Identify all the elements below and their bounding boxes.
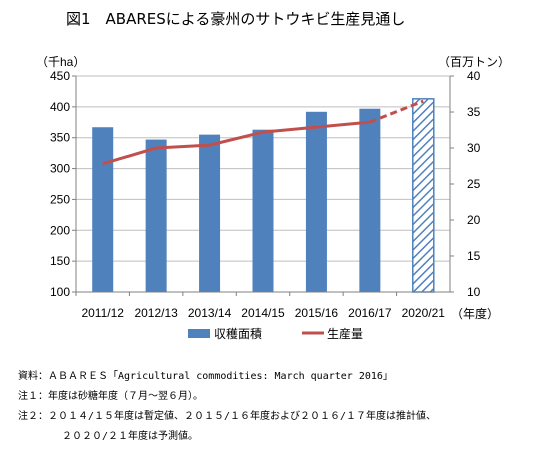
left-tick-label: 150 [50, 254, 70, 268]
source-note: 資料：ＡＢＡＲＥＳ「Agricultural commodities: Marc… [18, 371, 393, 382]
left-tick-label: 200 [50, 223, 70, 237]
x-tick-label: 2020/21 [402, 306, 446, 320]
right-tick-label: 10 [467, 285, 481, 299]
bar [92, 127, 114, 292]
right-axis-unit: （百万トン） [438, 55, 510, 69]
x-tick-label: 2014/15 [241, 306, 285, 320]
production-line [102, 99, 424, 166]
notes: 資料：ＡＢＡＲＥＳ「Agricultural commodities: Marc… [18, 367, 436, 447]
bar-forecast [412, 98, 435, 293]
legend-bar-swatch [188, 329, 210, 338]
left-tick-label: 400 [50, 100, 70, 114]
bar [252, 129, 274, 292]
right-tick-label: 15 [467, 249, 481, 263]
x-axis-suffix: （年度） [451, 306, 499, 321]
bar [145, 139, 167, 292]
chart-title: 図1 ABARESによる豪州のサトウキビ生産見通し [66, 10, 406, 28]
right-tick-label: 35 [467, 105, 481, 119]
production-line-solid [102, 120, 370, 166]
note-1: 注１：年度は砂糖年度（７月～翌６月）。 [18, 391, 203, 402]
x-tick-label: 2015/16 [295, 306, 339, 320]
note-2-line-2: ２０２０/２１年度は予測値。 [62, 431, 199, 442]
right-tick-label: 30 [467, 141, 481, 155]
axes: 100 150 200 250 300 350 400 450 10 15 20 25 30 35 40 20… [50, 69, 481, 320]
bar [199, 134, 221, 292]
x-tick-label: 2011/12 [81, 306, 124, 320]
left-tick-label: 450 [50, 69, 70, 83]
left-tick-label: 350 [50, 131, 70, 145]
left-axis-unit: （千ha） [36, 55, 85, 69]
right-tick-label: 20 [467, 213, 481, 227]
left-tick-label: 100 [50, 285, 70, 299]
bar [359, 108, 381, 292]
x-tick-label: 2016/17 [348, 306, 392, 320]
bars [92, 98, 435, 293]
production-line-forecast [369, 99, 424, 124]
x-tick-label: 2013/14 [188, 306, 232, 320]
left-tick-label: 250 [50, 192, 70, 206]
legend-line-label: 生産量 [327, 326, 363, 341]
legend-bar-label: 収穫面積 [214, 326, 262, 341]
right-tick-label: 25 [467, 177, 481, 191]
legend: 収穫面積 生産量 [188, 326, 363, 341]
right-tick-label: 40 [467, 69, 481, 83]
note-2-line-1: 注２：２０１４/１５年度は暫定値、２０１５/１６年度および２０１６/１７年度は推… [18, 411, 437, 422]
bar [305, 111, 327, 293]
x-tick-label: 2012/13 [134, 306, 178, 320]
left-tick-label: 300 [50, 162, 70, 176]
